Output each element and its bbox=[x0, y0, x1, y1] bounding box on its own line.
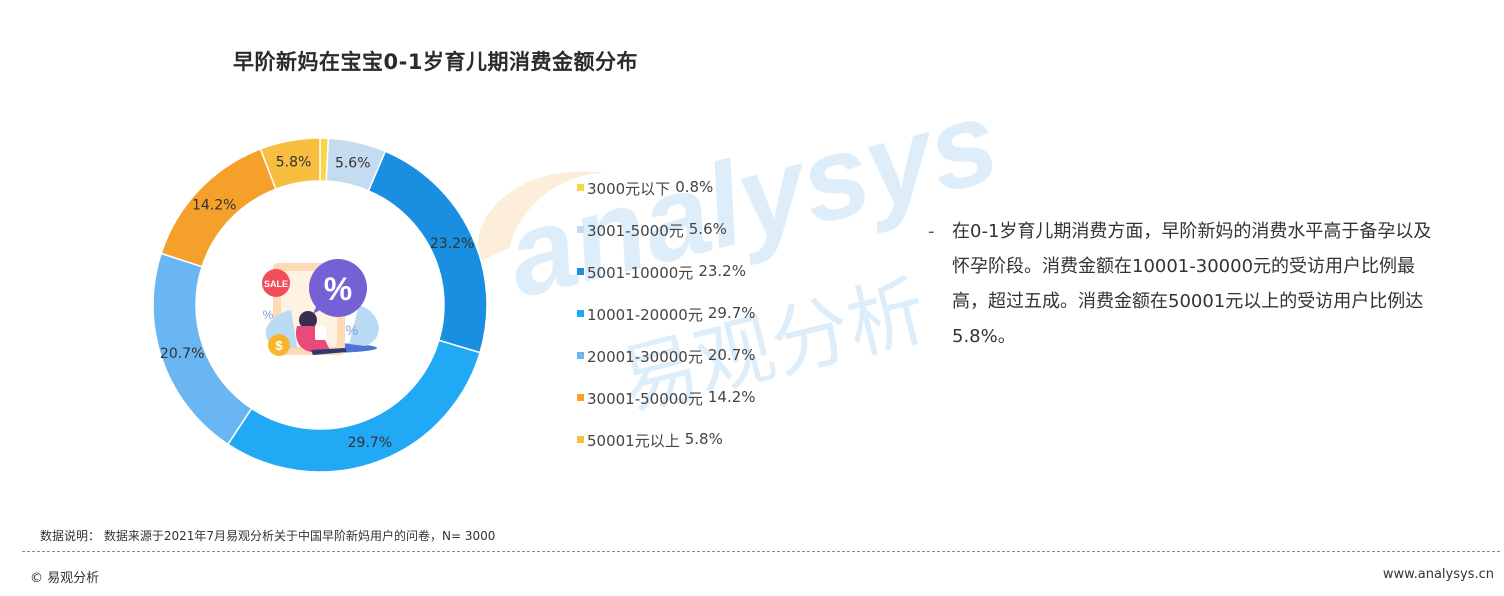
legend-value-2: 5.6% bbox=[688, 220, 727, 238]
percent-small-right: % bbox=[346, 322, 358, 338]
legend-label-6: 30001-50000元 bbox=[587, 390, 703, 408]
slice-label-group: 5.6% 23.2% 29.7% 20.7% 14.2% 5.8% bbox=[160, 154, 474, 451]
slice-label-2: 5.6% bbox=[335, 156, 371, 172]
legend-swatch-3 bbox=[577, 268, 584, 275]
percent-symbol: % bbox=[324, 271, 352, 307]
legend-item-4: 10001-20000元 29.7% bbox=[577, 304, 756, 346]
coin-symbol: $ bbox=[275, 338, 283, 353]
donut-chart: 5.6% 23.2% 29.7% 20.7% 14.2% 5.8% SALE % % % … bbox=[152, 137, 488, 473]
slice-label-6: 14.2% bbox=[192, 197, 236, 213]
percent-small-left: % bbox=[263, 308, 274, 322]
chart-title: 早阶新妈在宝宝0-1岁育儿期消费金额分布 bbox=[233, 50, 638, 74]
legend-item-1: 3000元以下 0.8% bbox=[577, 178, 756, 220]
legend-item-2: 3001-5000元 5.6% bbox=[577, 220, 756, 262]
watermark-swoosh bbox=[477, 171, 610, 262]
legend-item-3: 5001-10000元 23.2% bbox=[577, 262, 756, 304]
legend-swatch-2 bbox=[577, 226, 584, 233]
legend-swatch-7 bbox=[577, 436, 584, 443]
legend-item-6: 30001-50000元 14.2% bbox=[577, 388, 756, 430]
slice-label-7: 5.8% bbox=[276, 154, 312, 170]
legend-item-7: 50001元以上 5.8% bbox=[577, 430, 756, 472]
legend-value-4: 29.7% bbox=[707, 304, 756, 322]
slice-label-5: 20.7% bbox=[160, 346, 204, 362]
legend-swatch-1 bbox=[577, 184, 584, 191]
legend-label-7: 50001元以上 bbox=[587, 432, 680, 450]
legend-item-5: 20001-30000元 20.7% bbox=[577, 346, 756, 388]
description-block: - 在0-1岁育儿期消费方面，早阶新妈的消费水平高于备孕以及怀孕阶段。消费金额在… bbox=[928, 214, 1448, 354]
sale-badge-icon bbox=[262, 269, 290, 297]
legend-value-6: 14.2% bbox=[707, 388, 756, 406]
slice-group bbox=[152, 137, 488, 473]
slice-label-3: 23.2% bbox=[430, 236, 474, 252]
legend-value-5: 20.7% bbox=[707, 346, 756, 364]
coin-icon bbox=[268, 334, 290, 356]
donut-slice-3 bbox=[367, 150, 488, 354]
legend-label-3: 5001-10000元 bbox=[587, 264, 694, 282]
data-footnote: 数据说明： 数据来源于2021年7月易观分析关于中国早阶新妈用户的问卷，N= 3… bbox=[40, 529, 496, 543]
slice-label-4: 29.7% bbox=[348, 435, 392, 451]
legend-label-1: 3000元以下 bbox=[587, 180, 671, 198]
website-link[interactable]: www.analysys.cn bbox=[1382, 567, 1494, 582]
description-dash: - bbox=[928, 221, 935, 242]
legend-value-1: 0.8% bbox=[675, 178, 714, 196]
copyright: © 易观分析 bbox=[30, 571, 100, 586]
legend-swatch-4 bbox=[577, 310, 584, 317]
donut-slice-7 bbox=[259, 137, 321, 191]
legend-value-3: 23.2% bbox=[698, 262, 746, 280]
footer-divider bbox=[22, 551, 1500, 552]
donut-slice-4 bbox=[226, 339, 482, 473]
legend-label-5: 20001-30000元 bbox=[587, 348, 703, 366]
legend-label-4: 10001-20000元 bbox=[587, 306, 703, 324]
legend-label-2: 3001-5000元 bbox=[587, 222, 684, 240]
legend-swatch-6 bbox=[577, 394, 584, 401]
legend-value-7: 5.8% bbox=[684, 430, 723, 448]
shopping-woman-icon: SALE % % % $ bbox=[262, 259, 379, 356]
sale-badge-text: SALE bbox=[264, 279, 288, 289]
description-text: 在0-1岁育儿期消费方面，早阶新妈的消费水平高于备孕以及怀孕阶段。消费金额在10… bbox=[952, 221, 1432, 347]
legend-swatch-5 bbox=[577, 352, 584, 359]
percent-bubble-icon bbox=[309, 259, 367, 317]
chart-legend: 3000元以下 0.8% 3001-5000元 5.6% 5001-10000元 23.2… bbox=[577, 178, 756, 472]
